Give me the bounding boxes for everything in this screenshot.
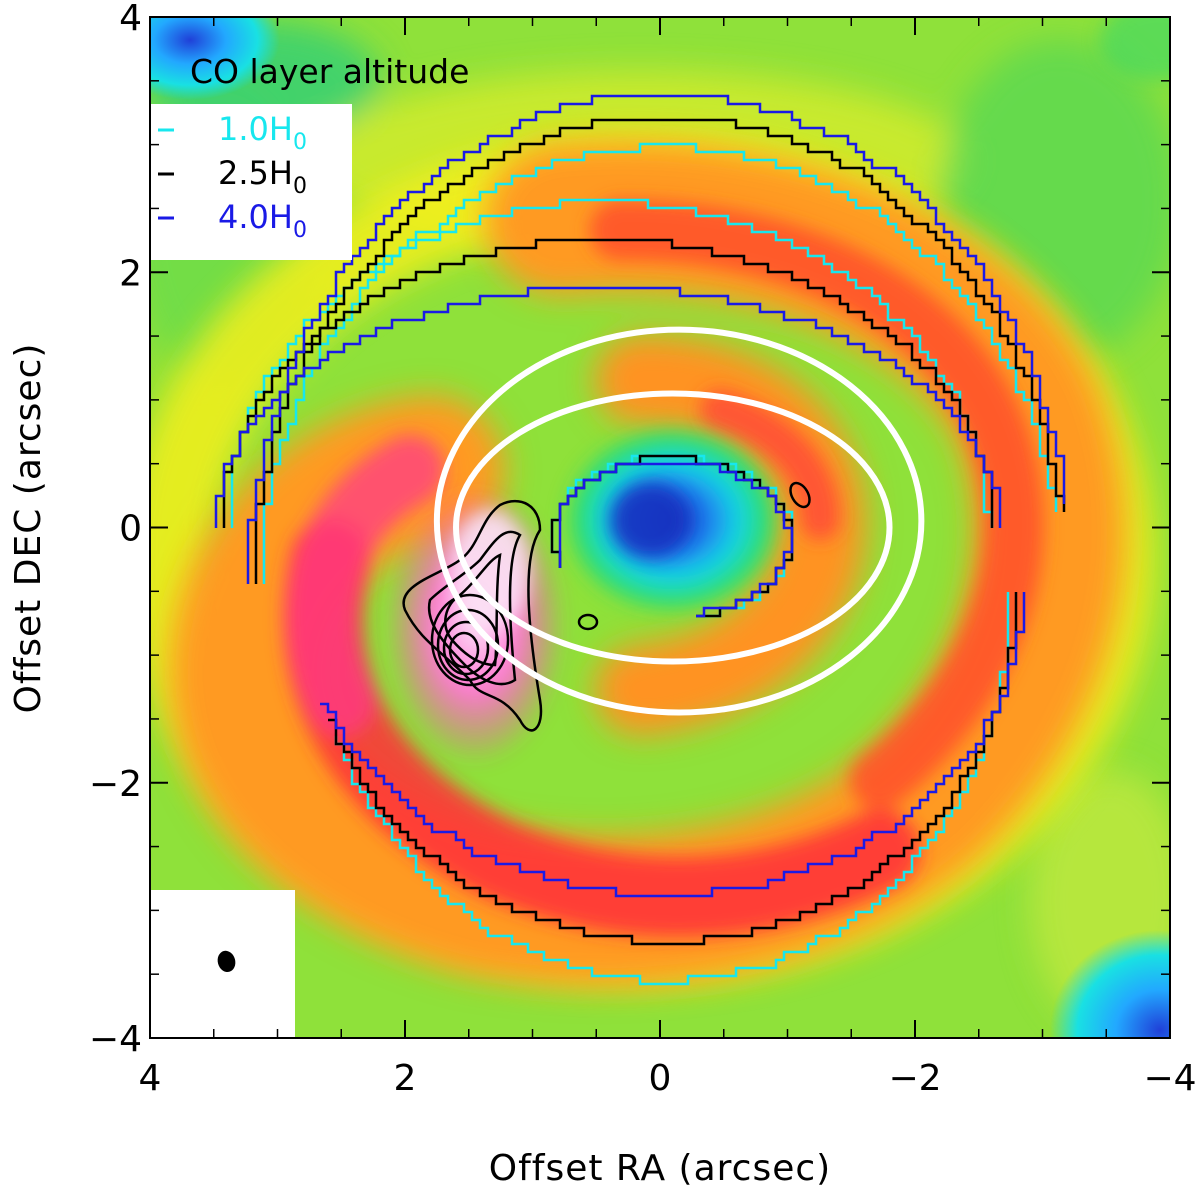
spiral-outer-4.0H0 bbox=[246, 94, 1066, 584]
y-tick-label: −2 bbox=[89, 764, 142, 805]
spiral-top-1.0H0 bbox=[230, 198, 994, 528]
white-rings bbox=[433, 326, 925, 716]
spiral-mid-2.5H0 bbox=[328, 592, 1018, 946]
legend-label: 2.5H0 bbox=[218, 154, 307, 199]
spiral-top-2.5H0 bbox=[222, 238, 994, 528]
x-tick-label: 0 bbox=[649, 1058, 672, 1099]
y-tick-label: 4 bbox=[119, 0, 142, 39]
spiral-mid-1.0H0 bbox=[334, 592, 1010, 986]
legend-subscript: 0 bbox=[293, 174, 307, 199]
axis-ticks: 4 2 0 −2 −4 −4 −2 0 2 4 bbox=[89, 0, 1197, 1099]
y-tick-label: 0 bbox=[119, 509, 142, 550]
y-tick-label: −4 bbox=[89, 1019, 142, 1060]
beam-inset bbox=[150, 890, 295, 1038]
spiral-inner-4.0H0 bbox=[558, 462, 794, 618]
x-axis-label: Offset RA (arcsec) bbox=[489, 1148, 831, 1189]
legend-subscript: 0 bbox=[293, 130, 307, 155]
spiral-mid-4.0H0 bbox=[320, 592, 1026, 898]
x-tick-label: −2 bbox=[888, 1058, 941, 1099]
white-ring-1 bbox=[453, 390, 893, 665]
x-tick-label: 4 bbox=[139, 1058, 162, 1099]
spiral-outer-2.5H0 bbox=[254, 118, 1066, 584]
spiral-outer-1.0H0 bbox=[262, 142, 1058, 584]
y-axis-label: Offset DEC (arcsec) bbox=[8, 343, 49, 714]
emission-contours bbox=[402, 481, 811, 732]
spiral-model-curves bbox=[214, 94, 1066, 986]
legend-label: 4.0H0 bbox=[218, 198, 307, 243]
chart-title: CO layer altitude bbox=[190, 52, 469, 91]
x-tick-label: 2 bbox=[394, 1058, 417, 1099]
legend-subscript: 0 bbox=[293, 218, 307, 243]
white-ring-2 bbox=[433, 326, 925, 716]
legend-label: 1.0H0 bbox=[218, 110, 307, 155]
x-tick-label: −4 bbox=[1143, 1058, 1196, 1099]
beam-ellipse bbox=[217, 950, 236, 973]
y-tick-label: 2 bbox=[119, 253, 142, 294]
